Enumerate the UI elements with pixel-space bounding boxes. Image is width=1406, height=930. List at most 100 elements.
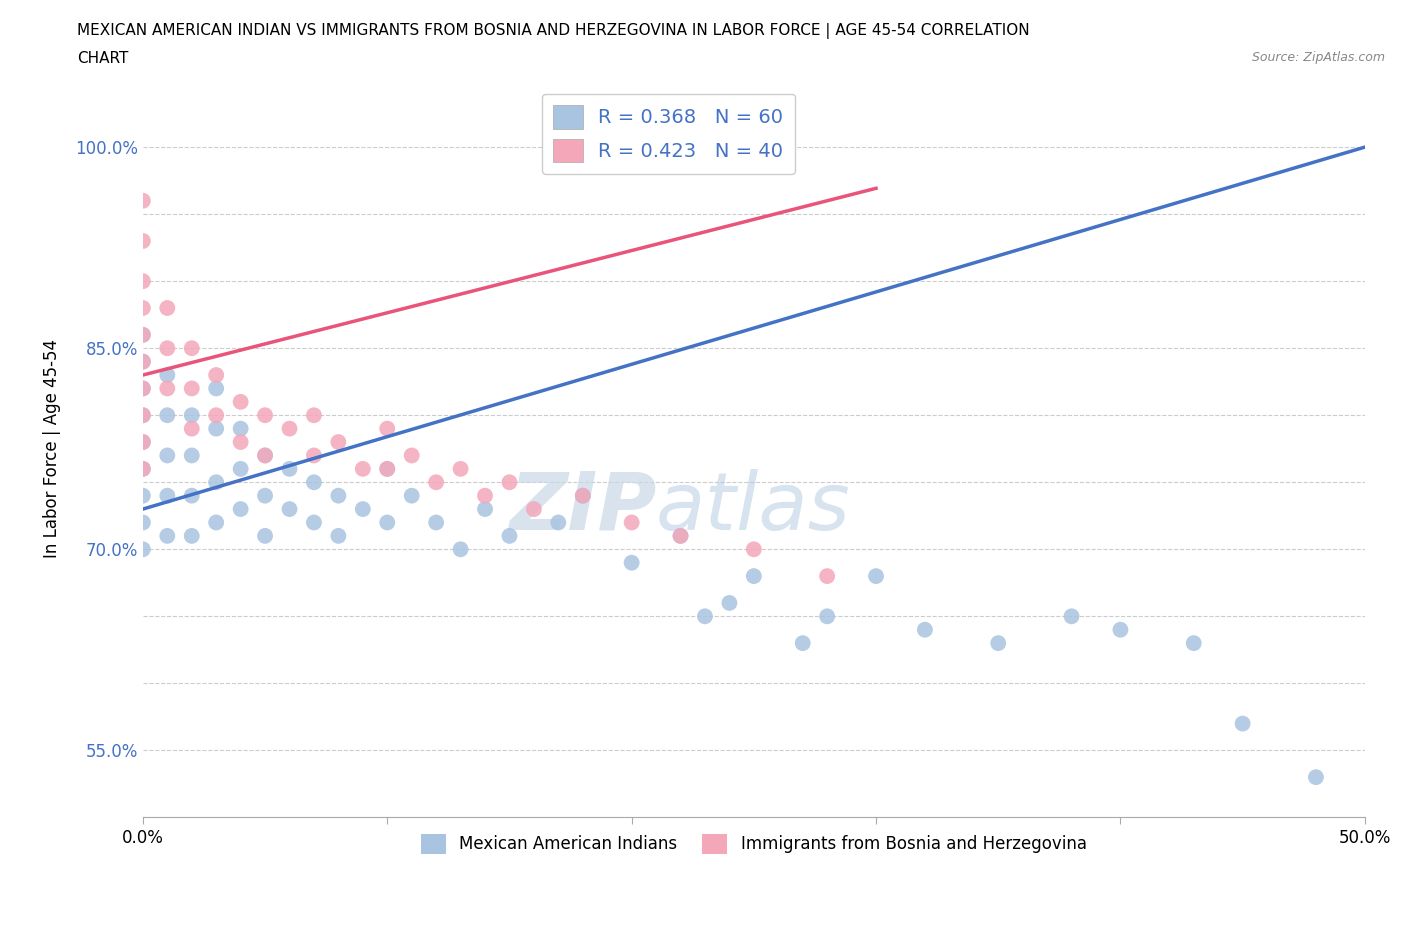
Point: [254, 407, 277, 422]
Point: [229, 501, 252, 516]
Point: [254, 448, 277, 463]
Text: ZIP: ZIP: [509, 469, 657, 547]
Point: [132, 542, 155, 557]
Point: [132, 233, 155, 248]
Point: [156, 340, 179, 355]
Point: [205, 367, 228, 382]
Legend: Mexican American Indians, Immigrants from Bosnia and Herzegovina: Mexican American Indians, Immigrants fro…: [415, 827, 1094, 860]
Point: [205, 381, 228, 396]
Text: Source: ZipAtlas.com: Source: ZipAtlas.com: [1251, 51, 1385, 64]
Point: [571, 488, 593, 503]
Point: [815, 568, 838, 583]
Text: MEXICAN AMERICAN INDIAN VS IMMIGRANTS FROM BOSNIA AND HERZEGOVINA IN LABOR FORCE: MEXICAN AMERICAN INDIAN VS IMMIGRANTS FR…: [77, 23, 1031, 39]
Point: [180, 381, 202, 396]
Point: [328, 528, 350, 543]
Point: [1305, 770, 1327, 785]
Point: [132, 434, 155, 449]
Point: [375, 515, 398, 530]
Point: [132, 381, 155, 396]
Point: [229, 394, 252, 409]
Point: [156, 528, 179, 543]
Point: [425, 515, 447, 530]
Point: [132, 461, 155, 476]
Point: [620, 555, 643, 570]
Point: [132, 488, 155, 503]
Point: [156, 300, 179, 315]
Point: [425, 475, 447, 490]
Point: [205, 421, 228, 436]
Point: [156, 448, 179, 463]
Point: [1060, 609, 1083, 624]
Point: [132, 461, 155, 476]
Point: [205, 515, 228, 530]
Point: [523, 501, 546, 516]
Point: [1109, 622, 1132, 637]
Point: [156, 367, 179, 382]
Point: [132, 300, 155, 315]
Point: [914, 622, 936, 637]
Point: [620, 515, 643, 530]
Point: [547, 515, 569, 530]
Point: [156, 488, 179, 503]
Point: [865, 568, 887, 583]
Point: [229, 434, 252, 449]
Point: [401, 448, 423, 463]
Point: [815, 609, 838, 624]
Point: [180, 340, 202, 355]
Point: [229, 461, 252, 476]
Point: [693, 609, 716, 624]
Point: [254, 528, 277, 543]
Point: [302, 515, 325, 530]
Point: [375, 461, 398, 476]
Text: atlas: atlas: [657, 469, 851, 547]
Point: [254, 448, 277, 463]
Point: [1182, 636, 1205, 651]
Point: [132, 515, 155, 530]
Point: [156, 407, 179, 422]
Point: [278, 501, 301, 516]
Point: [132, 327, 155, 342]
Point: [328, 434, 350, 449]
Point: [132, 407, 155, 422]
Point: [352, 461, 374, 476]
Point: [180, 528, 202, 543]
Point: [205, 475, 228, 490]
Point: [302, 407, 325, 422]
Y-axis label: In Labor Force | Age 45-54: In Labor Force | Age 45-54: [44, 339, 60, 558]
Point: [987, 636, 1010, 651]
Point: [254, 488, 277, 503]
Point: [742, 542, 765, 557]
Point: [375, 461, 398, 476]
Point: [278, 461, 301, 476]
Point: [156, 381, 179, 396]
Point: [401, 488, 423, 503]
Point: [352, 501, 374, 516]
Point: [132, 273, 155, 288]
Point: [302, 448, 325, 463]
Point: [205, 407, 228, 422]
Point: [669, 528, 692, 543]
Point: [474, 488, 496, 503]
Point: [132, 407, 155, 422]
Point: [132, 381, 155, 396]
Point: [132, 193, 155, 208]
Point: [278, 421, 301, 436]
Point: [498, 528, 520, 543]
Point: [328, 488, 350, 503]
Point: [742, 568, 765, 583]
Point: [229, 421, 252, 436]
Point: [180, 448, 202, 463]
Point: [571, 488, 593, 503]
Point: [669, 528, 692, 543]
Point: [450, 461, 472, 476]
Point: [375, 421, 398, 436]
Text: CHART: CHART: [77, 51, 129, 66]
Point: [792, 636, 814, 651]
Point: [132, 354, 155, 369]
Point: [1232, 716, 1254, 731]
Point: [180, 488, 202, 503]
Point: [180, 407, 202, 422]
Point: [450, 542, 472, 557]
Point: [302, 475, 325, 490]
Point: [180, 421, 202, 436]
